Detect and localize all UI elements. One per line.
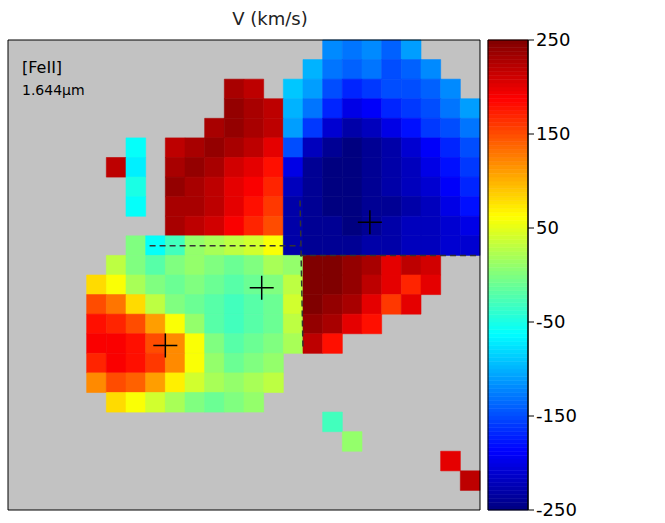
- svg-text:150: 150: [536, 123, 570, 144]
- html-text:1.644μm: 1.644μm: [22, 82, 85, 98]
- svg-text:-50: -50: [536, 311, 565, 332]
- svg-text:-150: -150: [536, 405, 577, 426]
- html-text:V (km/s): V (km/s): [232, 8, 308, 29]
- svg-text:-250: -250: [536, 499, 577, 520]
- html-text:[FeII]: [FeII]: [22, 58, 63, 77]
- svg-text:50: 50: [536, 217, 559, 238]
- svg-text:250: 250: [536, 29, 570, 50]
